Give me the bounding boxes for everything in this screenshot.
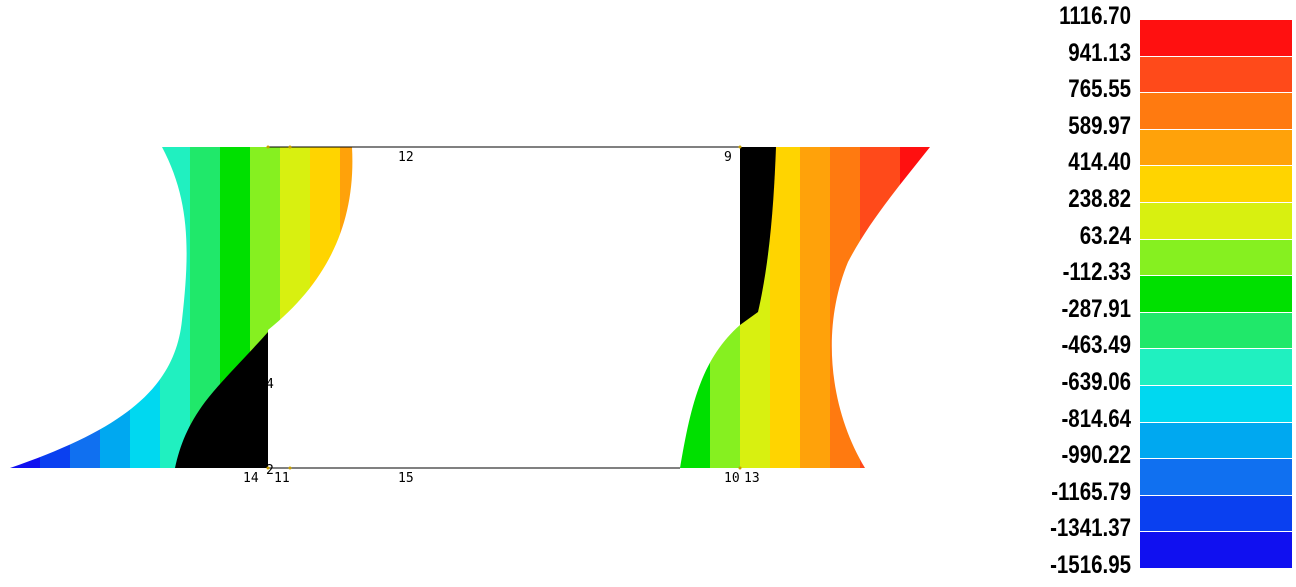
contour-plot: 12 9 4 2 14 11 15 10 13 [10,145,930,486]
node-label-10: 10 [724,471,740,486]
node-label-11: 11 [274,471,290,486]
legend-value: 1116.70 [1059,2,1131,30]
legend-swatch [1140,495,1292,533]
legend-swatch [1140,532,1292,569]
legend-value: -639.06 [1061,368,1131,396]
legend-value: 589.97 [1068,111,1131,140]
legend-swatch [1140,422,1292,460]
right-column-contour [680,147,930,468]
left-black-region [175,332,268,468]
legend-value: 941.13 [1068,38,1131,67]
legend-value: -112.33 [1062,258,1131,287]
legend-value: -1516.95 [1050,551,1131,579]
legend-swatch [1140,349,1292,386]
legend-swatch [1140,203,1292,240]
legend-value: 63.24 [1079,221,1131,250]
legend-value: -1341.37 [1050,514,1131,543]
legend-swatch [1140,56,1292,94]
color-legend: 1116.70 941.13 765.55 589.97 414.40 238.82 63.… [990,0,1296,587]
right-black-region [740,147,776,325]
node-label-12: 12 [398,150,414,165]
legend-swatch [1140,166,1292,203]
legend-value: 238.82 [1068,185,1131,213]
legend-value: -1165.79 [1051,477,1131,506]
legend-swatch [1140,20,1292,57]
node-label-15: 15 [398,471,414,486]
legend-swatch [1140,93,1292,130]
legend-value: -990.22 [1061,441,1131,470]
legend-value: -463.49 [1061,331,1131,360]
left-column-contour [10,147,353,468]
node-label-2: 2 [266,463,274,478]
node-markers [266,145,742,470]
legend-swatch [1140,459,1292,496]
legend-value: -814.64 [1061,404,1131,433]
legend-swatch [1140,129,1292,167]
node-label-4: 4 [266,377,274,392]
legend-swatch [1140,312,1292,350]
node-label-9: 9 [724,150,732,165]
legend-value: -287.91 [1061,294,1131,323]
node-label-14: 14 [243,471,259,486]
legend-swatch [1140,386,1292,423]
legend-swatch [1140,276,1292,313]
node-label-13: 13 [744,471,760,486]
legend-value: 414.40 [1068,148,1131,177]
legend-value: 765.55 [1068,75,1131,104]
legend-swatch [1140,239,1292,277]
